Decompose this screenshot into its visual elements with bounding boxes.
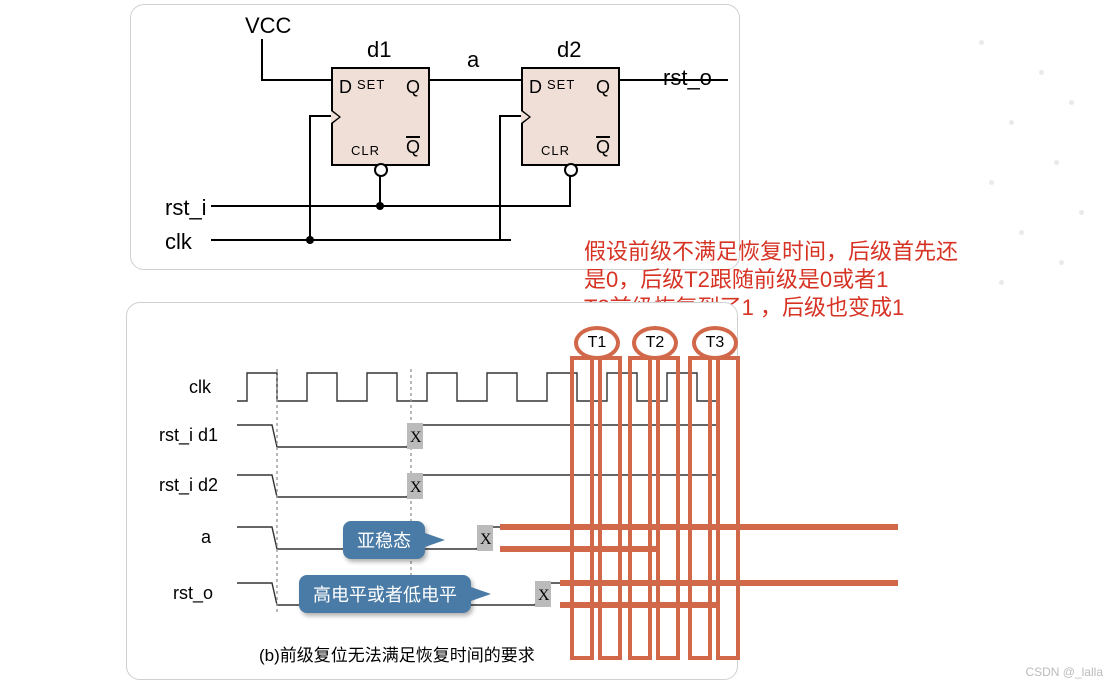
t2-label: T2 <box>646 334 665 352</box>
t2-bar-left <box>628 356 652 660</box>
clr-bubble <box>374 163 388 177</box>
wire <box>499 115 521 117</box>
clock-triangle <box>521 109 531 125</box>
watermark: CSDN @_lalla <box>1025 665 1103 679</box>
ff-qbar-label: Q <box>406 137 420 158</box>
wire <box>211 239 511 241</box>
wire <box>618 79 728 81</box>
ff-q-label: Q <box>406 77 420 98</box>
wire <box>261 39 263 81</box>
t1-label: T1 <box>588 334 607 352</box>
qbar-overline <box>406 136 420 138</box>
t3-circle: T3 <box>692 326 738 360</box>
t2-bar-right <box>656 356 680 660</box>
wire <box>261 79 331 81</box>
wire <box>309 115 311 241</box>
x-glyph: X <box>480 531 492 548</box>
wire <box>499 115 501 241</box>
wire <box>309 115 331 117</box>
schematic-panel: VCC d1 a d2 rst_o rst_i clk D SET Q CLR … <box>130 4 740 270</box>
d2-label: d2 <box>557 37 581 63</box>
a-label: a <box>467 47 479 73</box>
t3-bar-left <box>688 356 712 660</box>
x-glyph: X <box>410 429 422 446</box>
ff-set-label: SET <box>357 77 385 92</box>
badge-level: 高电平或者低电平 <box>299 575 471 613</box>
vcc-label: VCC <box>245 13 291 39</box>
x-glyph: X <box>410 479 422 496</box>
annotation-line2: 是0，后级T2跟随前级是0或者1 <box>584 266 888 294</box>
junction-dot <box>376 202 384 210</box>
t1-bar-left <box>570 356 594 660</box>
badge-metastable: 亚稳态 <box>343 521 425 559</box>
annotation-line1: 假设前级不满足恢复时间，后级首先还 <box>584 238 958 266</box>
ff-clr-label: CLR <box>351 143 380 158</box>
wire <box>428 79 521 81</box>
junction-dot <box>306 236 314 244</box>
d1-label: d1 <box>367 37 391 63</box>
decorative-dots <box>959 30 1119 330</box>
t1-circle: T1 <box>574 326 620 360</box>
ff-set-label: SET <box>547 77 575 92</box>
ff-qbar-label: Q <box>596 137 610 158</box>
ff-d-label: D <box>529 77 542 98</box>
t3-label: T3 <box>706 334 725 352</box>
clock-triangle <box>331 109 341 125</box>
red-hline-a <box>500 524 898 530</box>
wire <box>211 205 571 207</box>
rst-i-label: rst_i <box>165 195 207 221</box>
rst-o-label: rst_o <box>663 65 712 91</box>
flipflop-d1: D SET Q CLR Q <box>331 67 430 166</box>
caption: (b)前级复位无法满足恢复时间的要求 <box>259 641 535 666</box>
wire <box>569 176 571 206</box>
ff-clr-label: CLR <box>541 143 570 158</box>
t3-bar-right <box>716 356 740 660</box>
flipflop-d2: D SET Q CLR Q <box>521 67 620 166</box>
red-hline-rsto2 <box>560 602 720 608</box>
clk-label: clk <box>165 229 192 255</box>
x-glyph: X <box>538 587 550 604</box>
red-hline-a2 <box>500 546 660 552</box>
clr-bubble <box>564 163 578 177</box>
ff-d-label: D <box>339 77 352 98</box>
red-hline-rsto <box>560 580 898 586</box>
page: VCC d1 a d2 rst_o rst_i clk D SET Q CLR … <box>0 0 1119 689</box>
t1-bar-right <box>598 356 622 660</box>
t2-circle: T2 <box>632 326 678 360</box>
ff-q-label: Q <box>596 77 610 98</box>
qbar-overline <box>596 136 610 138</box>
